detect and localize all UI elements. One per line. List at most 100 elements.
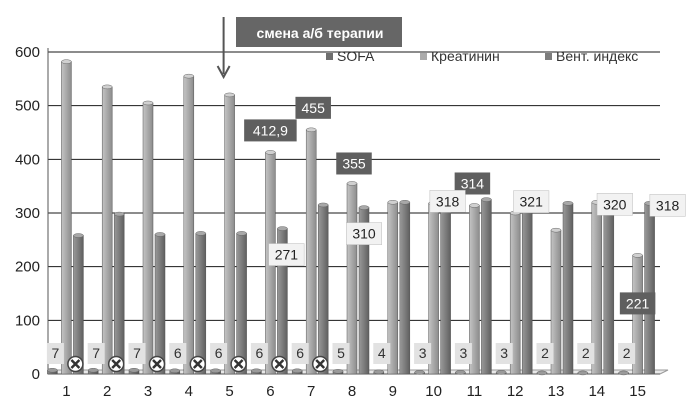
bar-cap — [562, 201, 574, 206]
x-circle-icon — [311, 355, 329, 373]
bar-cap — [61, 59, 72, 64]
data-label-box — [169, 343, 187, 364]
data-label-box — [250, 343, 268, 364]
y-tick-label: 0 — [32, 366, 40, 383]
value-label: 318 — [436, 193, 460, 209]
bar-cap — [183, 73, 195, 79]
data-label-box — [454, 343, 472, 364]
bar-Вент. индекс — [603, 202, 615, 375]
bar-cap — [169, 368, 181, 374]
value-label-box — [429, 190, 466, 213]
bar-Креатинин — [142, 102, 154, 375]
data-label: 6 — [215, 345, 223, 361]
arrow-down-icon — [216, 17, 231, 80]
annotation: смена а/б терапии — [216, 17, 402, 80]
bar-cap — [495, 370, 507, 375]
x-circle-icon — [230, 355, 247, 373]
data-labels: 7 7 7 6 6 6 6 5 4 3 3 3 2 2 2 412,9 455 355 314 221 271 310 31… — [46, 96, 686, 373]
data-label: 5 — [337, 345, 345, 361]
bar-cap — [251, 368, 262, 374]
bar-Креатинин — [305, 129, 317, 375]
bar-cap — [236, 231, 247, 236]
marker-cross — [233, 359, 244, 369]
bar-Вент. индекс — [481, 199, 492, 375]
value-label: 318 — [656, 197, 680, 213]
x-tick-label: 15 — [629, 383, 646, 400]
data-label: 6 — [174, 345, 182, 361]
value-label: 271 — [275, 247, 299, 263]
marker-cross — [192, 359, 203, 369]
x-tick-label: 8 — [348, 383, 356, 400]
data-label-box — [332, 343, 350, 364]
bar-cap — [224, 92, 235, 98]
bar-Вент. индекс — [317, 204, 329, 375]
value-label: 355 — [342, 155, 366, 171]
bar-cap — [481, 197, 492, 202]
y-tick-label: 300 — [15, 205, 40, 222]
legend: SOFA Креатинин Вент. индекс — [326, 48, 638, 64]
marker-cross — [152, 359, 162, 369]
bar-cap — [346, 181, 358, 186]
bar-Вент. индекс — [236, 233, 247, 375]
value-label-box — [244, 119, 297, 142]
bar-Вент. индекс — [644, 203, 655, 375]
legend-label: SOFA — [337, 48, 375, 64]
data-label: 6 — [256, 345, 264, 361]
bar-cap — [317, 202, 329, 208]
x-circle-icon — [67, 355, 84, 373]
bar-cap — [618, 370, 629, 376]
legend-label: Вент. индекс — [556, 48, 638, 64]
value-label: 314 — [461, 175, 485, 191]
data-label-box — [210, 343, 228, 364]
bar-cap — [536, 370, 548, 376]
legend-label: Креатинин — [431, 48, 500, 64]
x-tick-label: 13 — [548, 383, 565, 400]
x-circle-icon — [271, 355, 288, 373]
data-label: 2 — [623, 345, 631, 361]
x-tick-label: 3 — [144, 383, 152, 400]
data-label: 3 — [460, 345, 468, 361]
data-label-box — [577, 343, 595, 364]
value-label: 310 — [352, 226, 376, 242]
bar-Вент. индекс — [73, 235, 84, 375]
bar-cap — [550, 227, 562, 233]
bar-Вент. индекс — [440, 203, 451, 375]
bar-cap — [387, 200, 399, 205]
bar-cap — [47, 367, 58, 373]
x-tick-label: 5 — [225, 383, 233, 400]
data-label-box — [495, 343, 513, 364]
value-label-box — [513, 190, 550, 213]
bar-cap — [265, 150, 276, 155]
x-tick-label: 7 — [307, 383, 315, 400]
data-label: 7 — [133, 345, 141, 361]
bars — [47, 59, 655, 376]
data-label-box — [46, 343, 64, 364]
data-label-box — [373, 343, 391, 364]
chart-floor — [47, 369, 669, 375]
bar-Креатинин — [224, 94, 235, 375]
bar-cap — [358, 205, 370, 210]
value-label: 455 — [302, 100, 326, 116]
x-tick-label: 6 — [266, 383, 274, 400]
data-label-box — [128, 343, 146, 364]
legend-swatch — [420, 53, 427, 60]
value-label-box — [336, 152, 372, 175]
x-tick-label: 14 — [588, 383, 605, 400]
data-label: 2 — [582, 345, 590, 361]
bar-cap — [277, 226, 288, 231]
bar-cap — [101, 84, 113, 90]
x-tick-label: 4 — [185, 383, 193, 400]
bar-cap — [332, 369, 344, 374]
x-tick-label: 2 — [103, 383, 111, 400]
bar-cap — [195, 231, 207, 236]
bar-cap — [87, 367, 99, 373]
data-label: 3 — [500, 345, 508, 361]
value-label-box — [346, 222, 382, 245]
data-label-box — [291, 343, 309, 364]
bar-cap — [455, 370, 466, 375]
bar-Вент. индекс — [521, 201, 533, 375]
bar-cap — [399, 200, 411, 205]
value-label: 412,9 — [253, 122, 288, 138]
